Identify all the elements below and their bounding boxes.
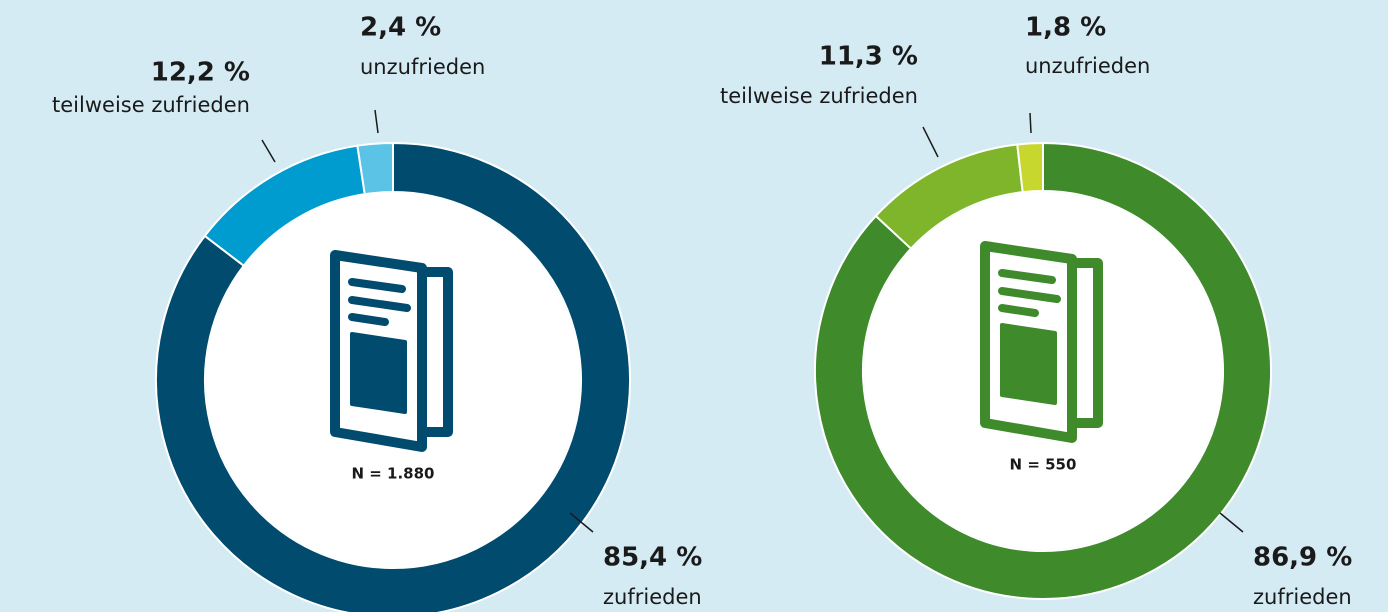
value-label: 11,3 %: [819, 42, 918, 72]
book-icon: [330, 250, 453, 452]
category-label: zufrieden: [603, 585, 702, 609]
book-line: [348, 278, 411, 326]
leader-line: [1219, 512, 1244, 533]
donut-segment: [1016, 141, 1044, 194]
donut-segment: [356, 141, 394, 196]
donut-segment: [814, 141, 1272, 600]
value-label: 85,4 %: [603, 543, 702, 573]
value-label: 86,9 %: [1253, 543, 1352, 573]
annotation: N = 550: [1010, 456, 1077, 474]
value-label: 2,4 %: [360, 13, 441, 43]
book-icon: [980, 241, 1103, 443]
category-label: teilweise zufrieden: [720, 84, 918, 108]
category-label: unzufrieden: [360, 55, 485, 79]
donut-segment: [155, 141, 631, 612]
leader-line: [1029, 112, 1032, 134]
value-label: 1,8 %: [1025, 13, 1106, 43]
category-label: teilweise zufrieden: [52, 93, 250, 117]
book-block: [1000, 323, 1057, 405]
leader-line: [922, 126, 939, 158]
value-label: 12,2 %: [151, 58, 250, 88]
category-label: unzufrieden: [1025, 54, 1150, 78]
book-line: [998, 269, 1061, 317]
book-block: [350, 332, 407, 414]
leader-line: [569, 512, 594, 533]
leader-line: [374, 109, 379, 134]
annotation: N = 1.880: [351, 465, 434, 483]
leader-line: [261, 139, 276, 163]
category-label: zufrieden: [1253, 585, 1352, 609]
